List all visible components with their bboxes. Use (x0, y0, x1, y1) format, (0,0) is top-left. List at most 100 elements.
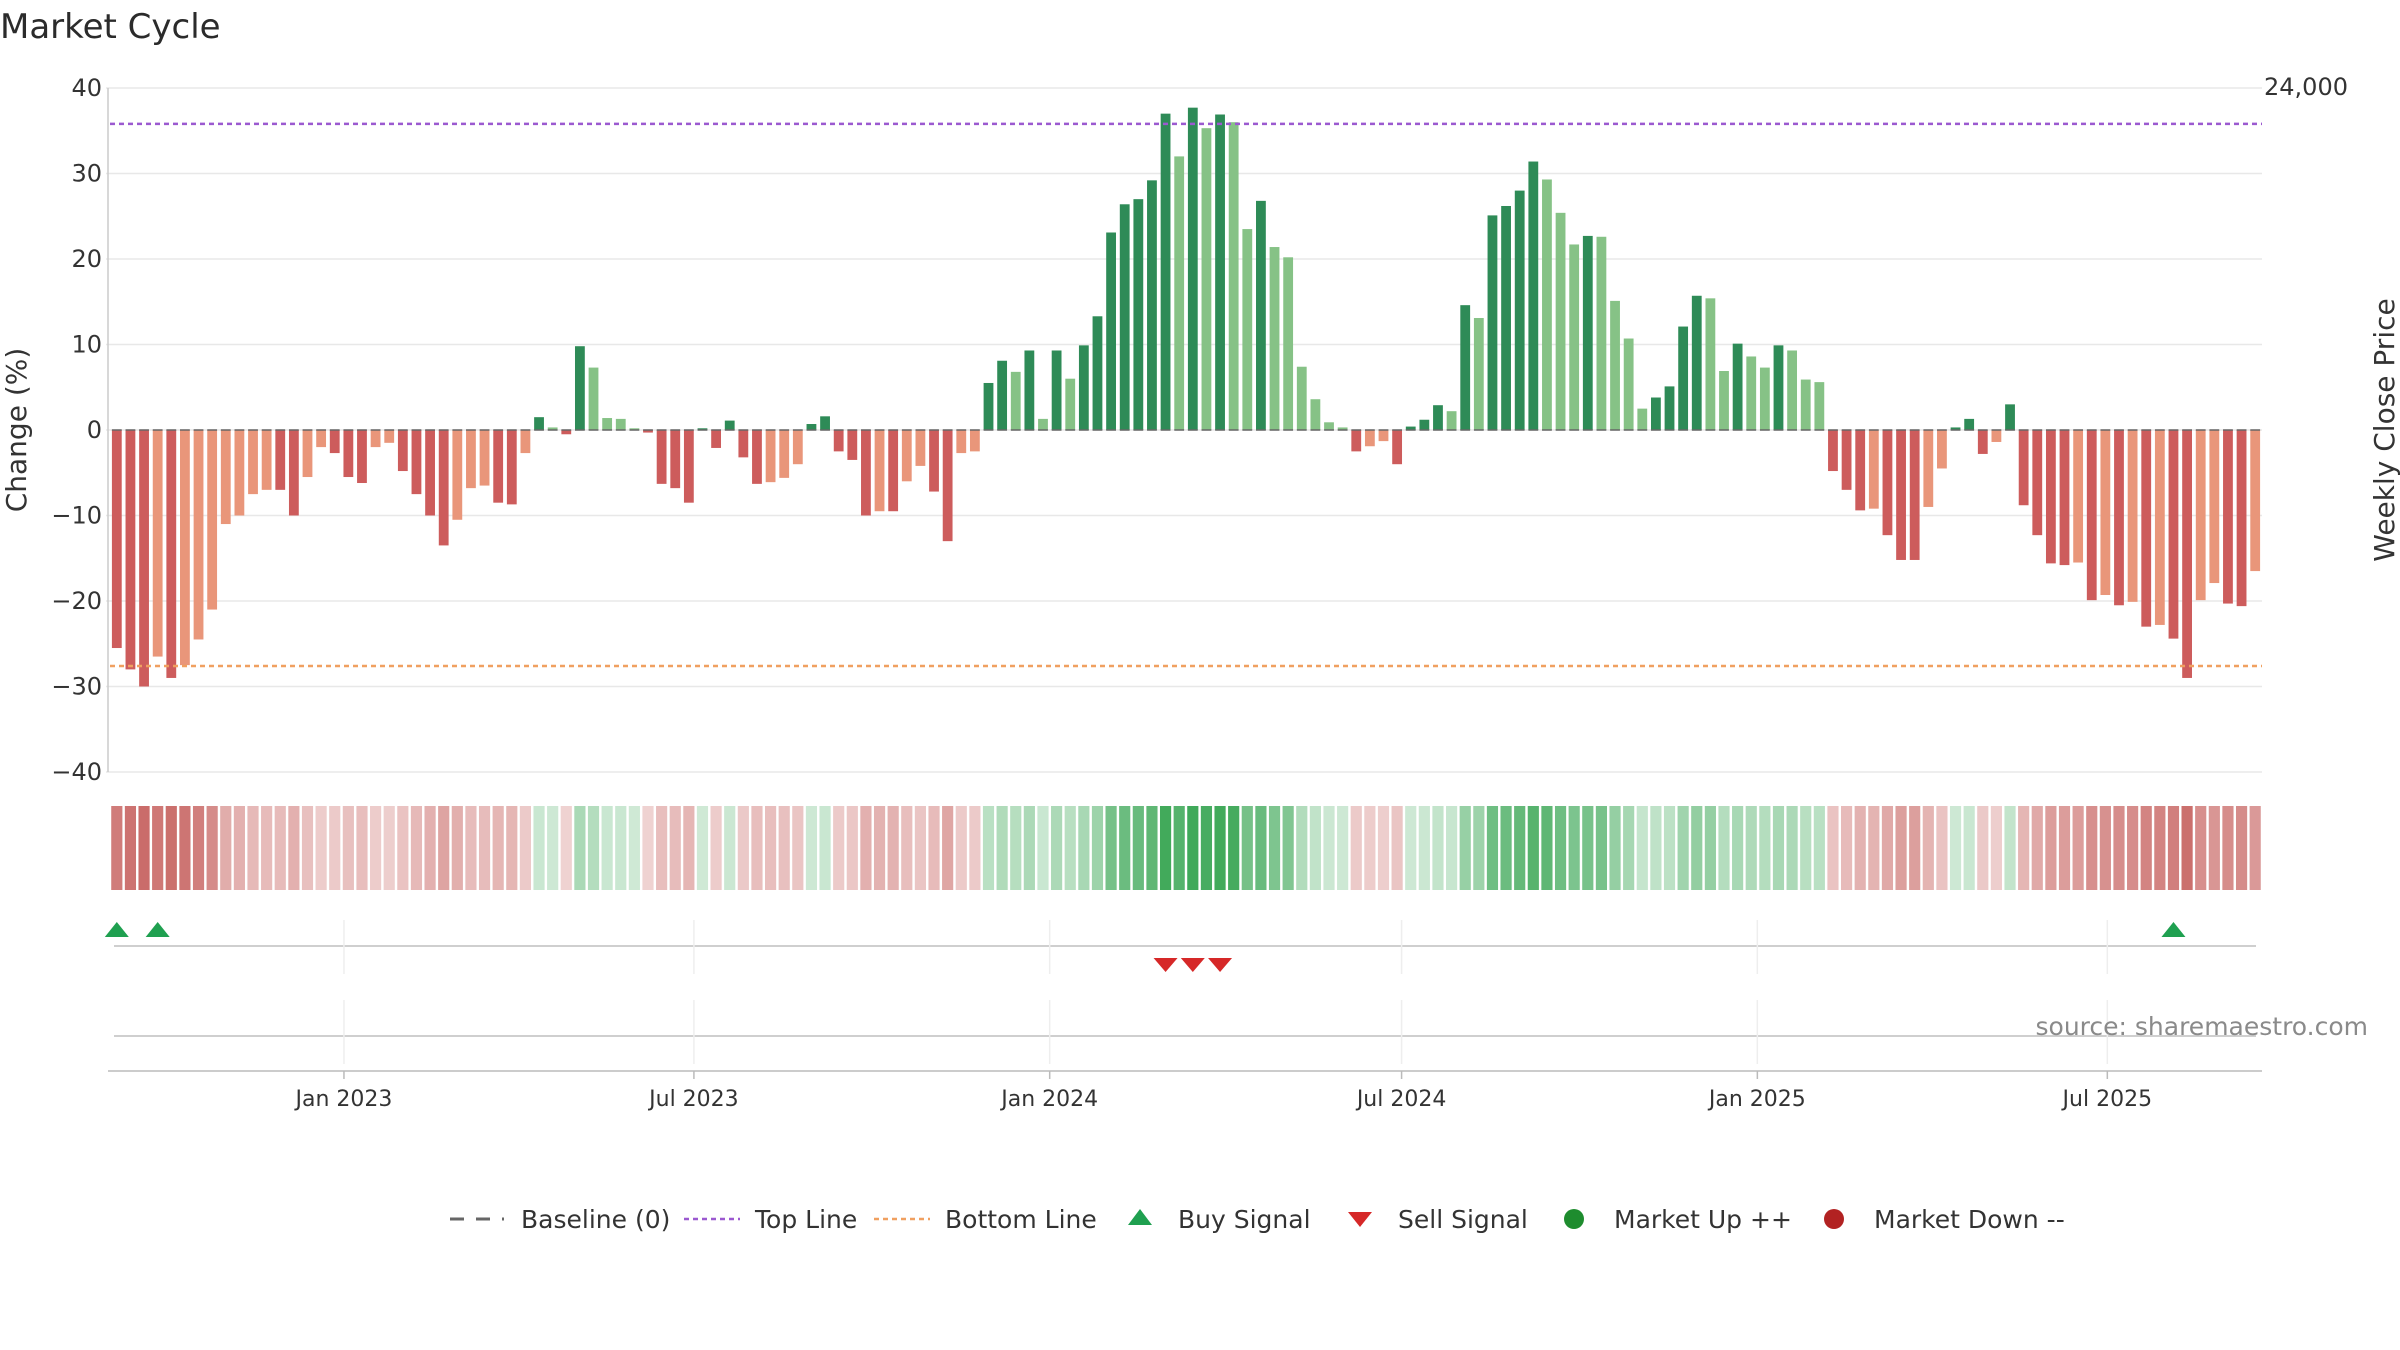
change-bar (288, 430, 299, 516)
change-bar (2073, 430, 2084, 563)
heat-cell (642, 806, 654, 890)
change-bar (152, 430, 163, 657)
change-bar (1296, 366, 1307, 430)
heat-cell (2249, 806, 2261, 890)
change-bar (683, 430, 694, 503)
change-bar (1256, 200, 1266, 430)
change-bar (425, 430, 435, 516)
change-bar (1065, 378, 1076, 430)
change-bar (248, 430, 258, 495)
heat-cell (2140, 806, 2152, 890)
heat-cell (1037, 806, 1049, 890)
change-bar (357, 430, 367, 484)
heat-cell (1840, 806, 1853, 890)
change-bar (452, 430, 463, 520)
heat-cell (356, 806, 368, 890)
heat-cell (383, 806, 395, 890)
change-bar (1283, 257, 1294, 430)
change-bars (111, 107, 2261, 687)
heat-cell (887, 806, 899, 890)
change-bar (1896, 430, 1906, 560)
y-tick-label: −30 (51, 673, 102, 701)
change-bar (1623, 338, 1634, 430)
change-bar (561, 430, 572, 435)
heat-cell (1119, 806, 1131, 890)
heat-cell (124, 806, 137, 890)
change-bar (1746, 356, 1757, 430)
heat-cell (2195, 806, 2207, 890)
change-bar (1501, 205, 1511, 430)
x-tick-label: Jan 2023 (294, 1087, 393, 1112)
heat-cell (465, 806, 477, 890)
change-bar (1324, 422, 1334, 430)
change-bar (1405, 426, 1416, 430)
y-tick-label: 40 (71, 74, 102, 102)
heat-cell (233, 806, 245, 890)
change-bar (1705, 298, 1716, 430)
change-bar (861, 430, 871, 516)
change-bar (697, 428, 708, 430)
heat-cell (1391, 806, 1403, 890)
reference-lines (110, 122, 2262, 668)
legend-label: Sell Signal (1398, 1205, 1528, 1234)
heat-cell (111, 806, 123, 890)
heat-cell (1881, 806, 1894, 890)
change-bar (261, 430, 272, 490)
change-bar (942, 430, 953, 542)
change-bar (792, 430, 803, 465)
heat-cell (587, 806, 600, 890)
x-tick-label: Jul 2024 (1355, 1087, 1447, 1112)
change-bar (493, 430, 504, 503)
heat-cell (1759, 806, 1771, 890)
change-bar (779, 430, 790, 478)
change-bar (1242, 229, 1253, 430)
signal-panel (104, 920, 2256, 1064)
heat-cell (846, 806, 858, 890)
y-tick-label: −40 (51, 758, 102, 786)
change-bar (1514, 190, 1525, 430)
change-bar (1460, 305, 1471, 430)
heat-cell (1595, 806, 1608, 890)
x-tick-label: Jan 2024 (999, 1087, 1098, 1112)
change-bar (1078, 345, 1089, 430)
change-bar (956, 430, 967, 454)
change-bar (2141, 430, 2152, 627)
heat-cell (1159, 806, 1172, 890)
heat-cell (301, 806, 314, 890)
change-bar (1569, 244, 1580, 430)
heat-cell (2045, 806, 2057, 890)
change-bar (193, 430, 204, 640)
change-bar (711, 430, 722, 448)
heat-cell (1459, 806, 1471, 890)
heat-cell (1446, 806, 1458, 890)
change-bar (847, 430, 858, 460)
change-bar (1010, 371, 1021, 430)
change-bar (1433, 405, 1443, 430)
heat-cell (1200, 806, 1213, 890)
change-bar (1582, 235, 1593, 430)
change-bar (1950, 427, 1961, 430)
heat-cell (220, 806, 232, 890)
change-bar (1024, 350, 1035, 430)
legend-market-down-icon (1824, 1209, 1844, 1229)
change-bar (1542, 179, 1552, 430)
heat-cell (2181, 806, 2193, 890)
heat-cell (1909, 806, 1921, 890)
heat-cell (2235, 806, 2248, 890)
heat-cell (1677, 806, 1689, 890)
change-bar (180, 430, 190, 666)
heat-cell (1064, 806, 1076, 890)
legend-sell-icon (1348, 1212, 1372, 1227)
change-bar (833, 430, 844, 452)
change-bar (1228, 122, 1239, 430)
change-bar (2005, 404, 2015, 430)
heat-cell (996, 806, 1008, 890)
heat-cell (478, 806, 491, 890)
y-tick-label: −20 (51, 587, 102, 615)
legend-label: Top Line (754, 1205, 857, 1234)
change-bar (2250, 430, 2261, 572)
heat-cell (1554, 806, 1567, 890)
heat-cell (274, 806, 286, 890)
change-bar (275, 430, 286, 490)
